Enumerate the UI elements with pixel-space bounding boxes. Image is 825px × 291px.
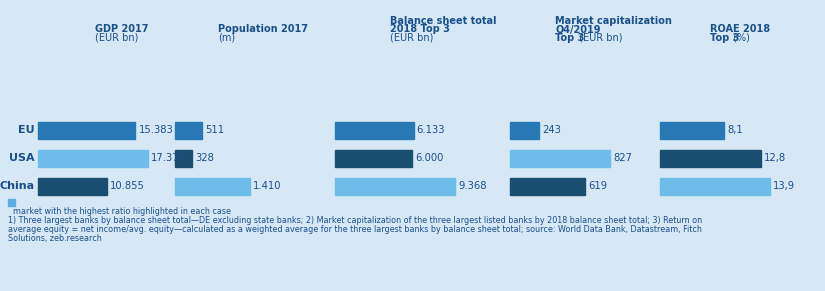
Bar [38, 178, 106, 194]
Text: Balance sheet total: Balance sheet total [390, 16, 497, 26]
Text: 1.410: 1.410 [253, 181, 281, 191]
Text: 1) Three largest banks by balance sheet total—DE excluding state banks; 2) Marke: 1) Three largest banks by balance sheet … [8, 216, 702, 225]
Text: 6.133: 6.133 [417, 125, 445, 135]
Bar [8, 199, 15, 206]
Text: 17.376: 17.376 [151, 153, 186, 163]
Text: 827: 827 [613, 153, 632, 163]
Text: 8,1: 8,1 [727, 125, 743, 135]
Text: Solutions, zeb.research: Solutions, zeb.research [8, 234, 101, 243]
Bar [510, 178, 585, 194]
Text: (%): (%) [730, 33, 751, 43]
Text: Population 2017: Population 2017 [218, 24, 308, 34]
Text: 328: 328 [196, 153, 214, 163]
Text: 13,9: 13,9 [773, 181, 795, 191]
Text: 619: 619 [588, 181, 607, 191]
Bar [38, 150, 148, 166]
Text: GDP 2017: GDP 2017 [95, 24, 148, 34]
Text: USA: USA [9, 153, 35, 163]
Text: China: China [0, 181, 35, 191]
Text: 15.383: 15.383 [139, 125, 173, 135]
Text: market with the highest ratio highlighted in each case: market with the highest ratio highlighte… [8, 207, 231, 216]
Bar [660, 122, 724, 139]
Text: ROAE 2018: ROAE 2018 [710, 24, 770, 34]
Bar [335, 122, 413, 139]
Bar [335, 178, 455, 194]
Bar [660, 178, 770, 194]
Text: EU: EU [18, 125, 35, 135]
Text: 10.855: 10.855 [110, 181, 144, 191]
Text: 6.000: 6.000 [415, 153, 443, 163]
Text: (EUR bn): (EUR bn) [576, 33, 622, 43]
Text: Top 3: Top 3 [710, 33, 739, 43]
Text: Q4/2019: Q4/2019 [555, 24, 601, 34]
Text: 9.368: 9.368 [458, 181, 487, 191]
Bar [175, 178, 250, 194]
Text: 243: 243 [542, 125, 561, 135]
Text: 12,8: 12,8 [764, 153, 786, 163]
Bar [660, 150, 761, 166]
Text: average equity = net income/avg. equity—calculated as a weighted average for the: average equity = net income/avg. equity—… [8, 225, 702, 234]
Text: 511: 511 [205, 125, 224, 135]
Bar [335, 150, 412, 166]
Text: Market capitalization: Market capitalization [555, 16, 672, 26]
Bar [175, 150, 192, 166]
Text: 2018 Top 3: 2018 Top 3 [390, 24, 450, 34]
Bar [510, 122, 540, 139]
Bar [510, 150, 610, 166]
Text: (EUR bn): (EUR bn) [390, 33, 433, 43]
Bar [175, 122, 202, 139]
Text: Top 3: Top 3 [555, 33, 584, 43]
Text: (EUR bn): (EUR bn) [95, 33, 139, 43]
Text: (m): (m) [218, 33, 235, 43]
Bar [38, 122, 135, 139]
